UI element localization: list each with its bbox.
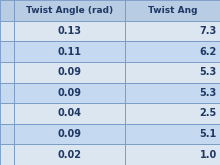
Text: 0.11: 0.11: [58, 47, 82, 57]
Bar: [125, 21, 220, 41]
Bar: [0, 62, 14, 82]
Text: Twist Angle (rad): Twist Angle (rad): [26, 6, 114, 15]
Bar: [14, 103, 125, 124]
Bar: [0, 144, 14, 165]
Bar: [125, 103, 220, 124]
Bar: [14, 62, 125, 82]
Text: 0.02: 0.02: [58, 150, 82, 160]
Text: 6.2: 6.2: [200, 47, 217, 57]
Bar: [125, 0, 220, 21]
Bar: [125, 82, 220, 103]
Bar: [0, 21, 14, 41]
Text: 5.3: 5.3: [200, 88, 217, 98]
Text: 0.09: 0.09: [58, 88, 82, 98]
Text: 0.09: 0.09: [58, 129, 82, 139]
Bar: [14, 0, 125, 21]
Text: 0.09: 0.09: [58, 67, 82, 77]
Bar: [0, 103, 14, 124]
Text: 5.1: 5.1: [200, 129, 217, 139]
Bar: [0, 41, 14, 62]
Text: 7.3: 7.3: [200, 26, 217, 36]
Bar: [14, 124, 125, 144]
Bar: [125, 41, 220, 62]
Text: 1.0: 1.0: [200, 150, 217, 160]
Text: 2.5: 2.5: [200, 108, 217, 118]
Text: 5.3: 5.3: [200, 67, 217, 77]
Bar: [14, 21, 125, 41]
Bar: [0, 124, 14, 144]
Text: 0.04: 0.04: [58, 108, 82, 118]
Text: Twist Ang: Twist Ang: [148, 6, 198, 15]
Bar: [125, 124, 220, 144]
Bar: [125, 144, 220, 165]
Bar: [14, 82, 125, 103]
Bar: [14, 41, 125, 62]
Bar: [0, 82, 14, 103]
Bar: [125, 62, 220, 82]
Bar: [14, 144, 125, 165]
Bar: [0, 0, 14, 21]
Text: 0.13: 0.13: [58, 26, 82, 36]
